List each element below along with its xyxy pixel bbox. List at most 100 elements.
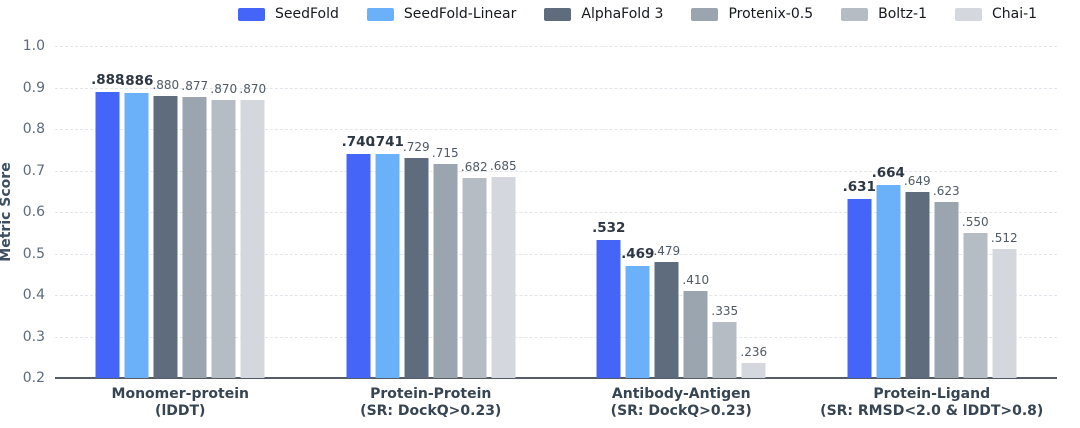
bar-slot: .335 xyxy=(711,304,738,378)
bar-value-label: .740 xyxy=(341,133,375,150)
bar-group-protein-protein: .740.741.729.715.682.685 xyxy=(342,134,517,378)
bar-slot: .682 xyxy=(461,160,488,378)
category-title: Protein-Protein xyxy=(370,386,492,402)
bar-protenix-0-5-3 xyxy=(683,290,708,378)
legend-item-boltz-1: Boltz-1 xyxy=(841,6,927,22)
bar-value-label: .870 xyxy=(239,81,267,96)
legend-label: Protenix-0.5 xyxy=(728,6,814,22)
bar-value-label: .682 xyxy=(460,159,488,174)
bar-value-label: .512 xyxy=(990,230,1018,245)
legend-swatch-icon xyxy=(238,7,265,21)
gridline-y-0.7 xyxy=(55,170,1057,172)
category-title: Monomer-protein xyxy=(111,386,249,402)
gridline-y-1.0 xyxy=(55,46,1057,47)
bar-alphafold-3-1 xyxy=(153,95,178,378)
y-tick-label-0.3: 0.3 xyxy=(22,328,45,345)
y-tick-label-0.8: 0.8 xyxy=(22,121,45,137)
bar-value-label: .685 xyxy=(489,158,517,173)
bar-value-label: .729 xyxy=(402,140,430,155)
bar-value-label: .236 xyxy=(740,345,768,360)
bar-slot: .729 xyxy=(403,140,430,378)
category-label-antibody-antigen: Antibody-Antigen (SR: DockQ>0.23) xyxy=(611,386,752,420)
category-title: Antibody-Antigen xyxy=(611,386,751,402)
bar-boltz-1-1 xyxy=(211,99,236,378)
bar-value-label: .715 xyxy=(431,146,459,161)
bar-alphafold-3-3 xyxy=(654,262,679,378)
bar-seedfold-4 xyxy=(847,199,872,378)
legend-label: AlphaFold 3 xyxy=(581,6,664,22)
category-subtitle: (SR: DockQ>0.23) xyxy=(610,403,752,419)
bar-chai-1-2 xyxy=(491,176,516,378)
bar-seedfold-linear-2 xyxy=(375,153,400,378)
y-tick-label-0.5: 0.5 xyxy=(22,245,45,262)
bar-seedfold-linear-3 xyxy=(625,266,650,378)
bar-value-label: .550 xyxy=(961,214,989,229)
x-axis-line xyxy=(55,377,1057,379)
bar-slot: .649 xyxy=(904,174,931,378)
bar-slot: .664 xyxy=(872,165,905,378)
legend-label: Chai-1 xyxy=(991,6,1038,22)
bar-value-label: .623 xyxy=(932,184,960,199)
legend-swatch-icon xyxy=(544,7,572,21)
bar-slot: .880 xyxy=(152,78,179,378)
legend-swatch-icon xyxy=(954,7,982,21)
bar-slot: .741 xyxy=(371,134,404,378)
bar-slot: .512 xyxy=(991,231,1018,378)
legend-item-seedfold: SeedFold xyxy=(238,6,339,22)
y-tick-label-0.6: 0.6 xyxy=(22,204,45,220)
category-label-protein-ligand: Protein-Ligand (SR: RMSD<2.0 & lDDT>0.8) xyxy=(820,386,1043,420)
legend: SeedFold SeedFold-Linear AlphaFold 3 Proten… xyxy=(238,6,1037,22)
bar-protenix-0-5-1 xyxy=(182,97,207,378)
legend-swatch-icon xyxy=(691,7,719,21)
bar-slot: .410 xyxy=(682,273,709,378)
y-tick-label-0.7: 0.7 xyxy=(22,162,45,179)
bar-protenix-0-5-4 xyxy=(934,202,959,378)
bar-value-label: .741 xyxy=(370,133,404,150)
bar-slot: .631 xyxy=(843,179,876,378)
bar-boltz-1-3 xyxy=(712,321,737,378)
bar-slot: .740 xyxy=(342,134,375,378)
bar-value-label: .631 xyxy=(842,179,876,196)
legend-swatch-icon xyxy=(841,7,869,21)
bar-boltz-1-2 xyxy=(462,177,487,378)
y-tick-label-0.9: 0.9 xyxy=(22,79,45,96)
bar-value-label: .870 xyxy=(210,81,238,96)
legend-label: Boltz-1 xyxy=(878,6,927,22)
bar-value-label: .649 xyxy=(903,173,931,188)
plot-area: 1.0 0.9 0.8 0.7 0.6 0.5 0.4 0.3 0.2 .888.886.880.… xyxy=(23,38,1057,386)
y-tick-label-0.2: 0.2 xyxy=(22,370,45,386)
legend-item-chai-1: Chai-1 xyxy=(954,6,1038,22)
bar-slot: .550 xyxy=(962,215,989,378)
bar-alphafold-3-2 xyxy=(404,158,429,378)
bar-value-label: .877 xyxy=(181,79,209,94)
bar-group-antibody-antigen: .532 .469.479.410 .335 .236 xyxy=(592,220,767,378)
category-subtitle: (SR: RMSD<2.0 & lDDT>0.8) xyxy=(820,403,1044,419)
bar-slot: .886 xyxy=(120,73,153,378)
bar-slot: .877 xyxy=(181,79,208,378)
category-label-monomer-protein: Monomer-protein (lDDT) xyxy=(112,386,249,420)
legend-swatch-icon xyxy=(366,7,394,21)
bar-slot: .685 xyxy=(490,159,517,378)
bar-group-protein-ligand: .631.664.649.623.550.512 xyxy=(843,165,1018,378)
bar-slot: .236 xyxy=(740,345,767,378)
bar-group-monomer-protein: .888.886.880.877.870.870 xyxy=(91,72,266,378)
bar-value-label: .410 xyxy=(682,272,710,287)
bar-slot: .870 xyxy=(239,82,266,378)
bar-value-label: .469 xyxy=(621,246,655,263)
legend-label: SeedFold xyxy=(275,6,339,22)
category-label-protein-protein: Protein-Protein (SR: DockQ>0.23) xyxy=(360,386,501,420)
legend-item-protenix-0-5: Protenix-0.5 xyxy=(691,6,813,22)
bar-slot: .532 xyxy=(592,220,625,378)
bar-boltz-1-4 xyxy=(963,232,988,378)
gridline-y-0.4 xyxy=(55,295,1057,296)
bar-value-label: .335 xyxy=(711,303,739,318)
bar-slot: .715 xyxy=(432,146,459,378)
bar-seedfold-1 xyxy=(95,92,120,378)
category-title: Protein-Ligand xyxy=(873,386,991,402)
bar-value-label: .886 xyxy=(120,73,154,90)
bar-value-label: .532 xyxy=(592,220,626,237)
bar-seedfold-3 xyxy=(596,240,621,378)
bar-value-label: .664 xyxy=(871,165,905,182)
bar-chai-1-3 xyxy=(741,363,766,378)
